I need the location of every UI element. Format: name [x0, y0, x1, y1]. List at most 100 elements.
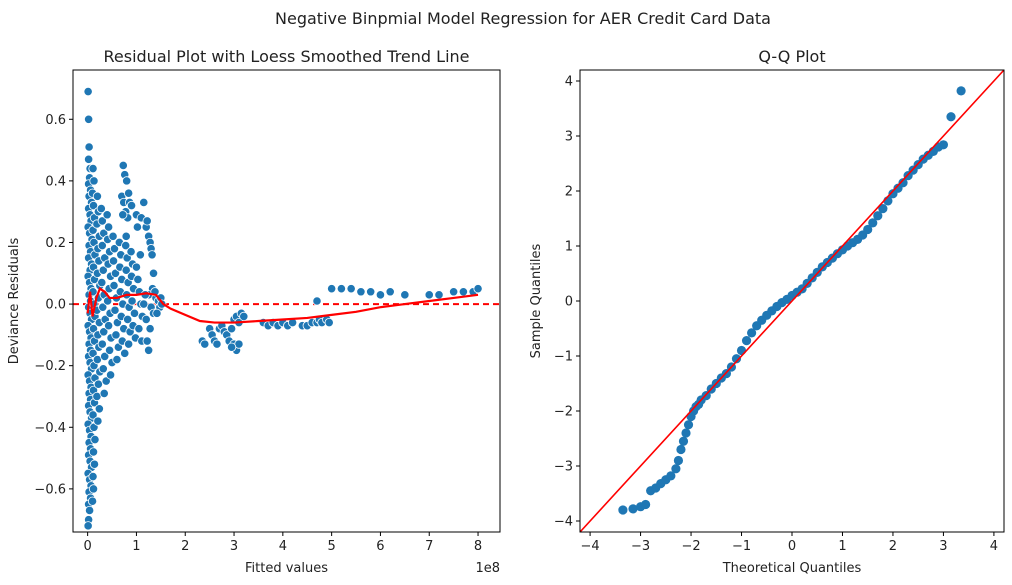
qq-plot-x-tick-label: 3 — [939, 539, 947, 554]
residual-plot-point — [118, 210, 128, 220]
residual-plot-point — [84, 505, 95, 516]
residual-plot-y-tick-label: −0.6 — [34, 482, 66, 497]
residual-plot-point — [124, 188, 134, 198]
residual-plot-axes-frame — [72, 69, 501, 533]
qq-plot-y-tick-label: 0 — [565, 295, 573, 310]
residual-plot-point — [400, 290, 410, 300]
residual-plot-x-tick-label: 3 — [230, 539, 238, 554]
residual-plot-point — [88, 447, 99, 457]
residual-plot-point — [449, 287, 459, 297]
residual-plot-point — [312, 296, 322, 306]
qq-plot-point — [863, 224, 873, 235]
residual-plot-point — [97, 277, 107, 288]
residual-plot-point — [94, 404, 104, 414]
residual-plot-point — [239, 311, 249, 321]
residual-plot-point — [346, 284, 356, 294]
residual-plot-point — [101, 376, 111, 386]
residual-plot-point — [139, 197, 149, 208]
qq-plot-plot-area — [580, 70, 1004, 532]
residual-plot-point — [148, 268, 159, 278]
residual-plot-point — [227, 342, 237, 352]
residual-plot-point — [83, 521, 93, 531]
residual-plot-point — [112, 354, 122, 365]
qq-plot-title: Q-Q Plot — [758, 47, 825, 66]
residual-plot-y-tick-label: −0.2 — [34, 359, 66, 374]
qq-plot-point — [666, 471, 676, 481]
residual-plot-point — [473, 284, 483, 294]
qq-plot-point — [873, 211, 883, 221]
qq-plot-x-tick-label: 2 — [889, 539, 897, 554]
residual-plot-point — [336, 284, 346, 294]
residual-plot-point — [123, 314, 133, 325]
residual-plot-point — [126, 247, 136, 257]
qq-plot-reference-line — [580, 70, 1004, 532]
residual-plot-point — [127, 296, 137, 306]
residual-plot-point — [84, 142, 94, 152]
residual-plot-title: Residual Plot with Loess Smoothed Trend … — [104, 47, 470, 66]
qq-plot-point — [673, 455, 684, 466]
residual-plot-point — [134, 324, 144, 334]
qq-plot-point — [898, 178, 908, 188]
residual-plot-point — [366, 287, 376, 297]
residual-plot-point — [142, 216, 152, 226]
residual-plot-point — [110, 268, 121, 278]
qq-plot-y-tick-label: −1 — [554, 350, 573, 365]
qq-plot-point — [628, 504, 638, 514]
residual-plot-point — [144, 345, 154, 355]
qq-plot-point — [747, 328, 757, 338]
qq-plot-y-tick-label: −4 — [554, 515, 573, 530]
residual-plot-x-tick-label: 7 — [425, 539, 433, 554]
residual-plot-point — [135, 250, 145, 260]
residual-plot-point — [139, 299, 149, 309]
residual-plot-point — [111, 330, 121, 340]
residual-plot-point — [356, 287, 366, 297]
residual-plot-point — [89, 176, 99, 186]
residual-plot-point — [124, 339, 134, 349]
residual-plot-point — [434, 290, 444, 300]
qq-plot-point — [618, 505, 628, 515]
residual-plot-x-offset-label: 1e8 — [475, 561, 500, 576]
residual-plot-x-tick-label: 2 — [181, 539, 189, 554]
qq-plot-y-tick-label: −2 — [554, 405, 573, 420]
residual-plot-point — [327, 284, 337, 294]
qq-plot-point — [868, 218, 878, 228]
residual-plot-point — [109, 280, 119, 291]
residual-plot-point — [129, 308, 140, 318]
residual-plot-x-tick-label: 1 — [132, 539, 140, 554]
qq-plot-point — [676, 444, 686, 455]
residual-plot-y-tick-label: 0.0 — [45, 298, 66, 313]
residual-plot-y-axis-label: Deviance Residuals — [7, 238, 22, 365]
qq-plot-x-tick-label: −3 — [631, 539, 650, 554]
residual-plot-point — [375, 290, 386, 300]
residual-plot-point — [105, 370, 116, 380]
residual-plot-point — [96, 204, 106, 214]
residual-plot-point — [84, 114, 94, 124]
residual-plot-point — [122, 176, 132, 186]
residual-plot-point — [88, 163, 98, 174]
qq-plot-x-tick-label: −1 — [732, 539, 751, 554]
residual-plot-point — [147, 250, 157, 260]
residual-plot-point — [121, 231, 131, 241]
residual-plot-point — [105, 345, 115, 355]
residual-plot-point — [121, 265, 131, 275]
qq-plot-y-tick-label: 1 — [565, 240, 573, 255]
residual-plot-point — [109, 244, 120, 254]
residual-plot-point — [212, 339, 222, 349]
residual-plot-x-tick-label: 5 — [327, 539, 335, 554]
residual-plot-point — [131, 262, 142, 272]
qq-plot-point — [641, 499, 651, 510]
qq-plot-point — [736, 345, 747, 356]
qq-plot-point — [956, 86, 966, 96]
qq-plot-point — [681, 428, 691, 438]
qq-plot-point — [946, 112, 956, 122]
residual-plot-point — [324, 317, 334, 328]
residual-plot-point — [458, 287, 468, 297]
residual-plot-point — [88, 200, 99, 211]
qq-plot-y-tick-label: 2 — [565, 185, 573, 200]
residual-plot-point — [87, 496, 98, 506]
residual-plot-point — [152, 308, 162, 318]
qq-plot-panel: −4 −3 −2 −1 0 1 2 3 4 −4 −3 −2 −1 0 1 2 3 4 Q-Q Plot Theore… — [529, 47, 1005, 576]
residual-plot-point — [126, 200, 137, 211]
qq-plot-x-tick-label: −4 — [581, 539, 600, 554]
qq-plot-x-tick-label: 4 — [990, 539, 998, 554]
